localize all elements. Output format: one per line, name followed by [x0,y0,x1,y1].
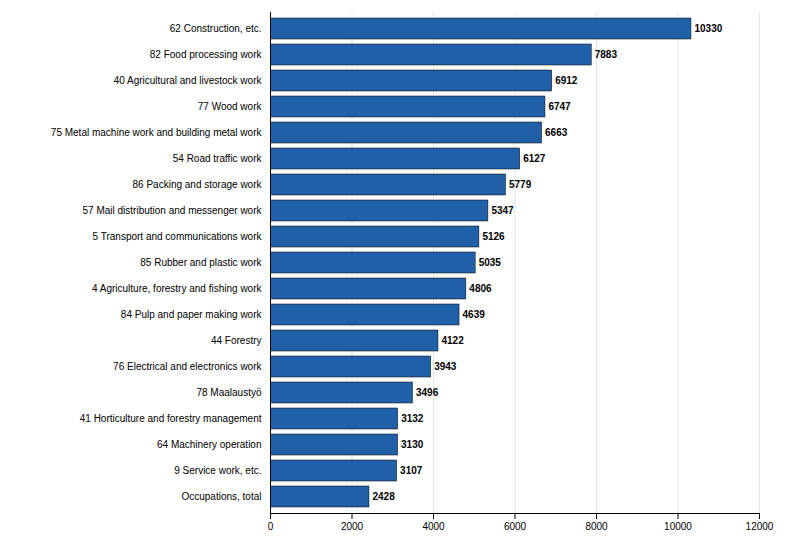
svg-text:3132: 3132 [401,413,424,424]
svg-text:77 Wood work: 77 Wood work [198,101,263,112]
svg-text:40 Agricultural and livestock: 40 Agricultural and livestock work [114,75,263,86]
svg-text:0: 0 [268,521,274,532]
svg-text:6000: 6000 [504,521,527,532]
svg-text:3496: 3496 [416,387,439,398]
svg-text:12000: 12000 [746,521,774,532]
svg-text:57 Mail distribution and messe: 57 Mail distribution and messenger work [83,205,263,216]
svg-text:76 Electrical and electronics: 76 Electrical and electronics work [113,361,262,372]
svg-text:7883: 7883 [595,49,618,60]
svg-text:5 Transport and communications: 5 Transport and communications work [93,231,263,242]
svg-text:75 Metal machine work and buil: 75 Metal machine work and building metal… [51,127,263,138]
svg-text:64 Machinery operation: 64 Machinery operation [157,439,262,450]
svg-text:4000: 4000 [422,521,445,532]
svg-text:10000: 10000 [664,521,692,532]
svg-text:5779: 5779 [509,179,532,190]
svg-text:5126: 5126 [482,231,505,242]
svg-text:41 Horticulture and forestry m: 41 Horticulture and forestry management [80,413,262,424]
svg-text:2000: 2000 [341,521,364,532]
svg-text:6912: 6912 [555,75,578,86]
svg-text:62 Construction, etc.: 62 Construction, etc. [170,23,262,34]
svg-text:6127: 6127 [523,153,546,164]
svg-text:86 Packing and storage work: 86 Packing and storage work [133,179,263,190]
svg-text:84 Pulp and paper making work: 84 Pulp and paper making work [121,309,263,320]
svg-text:4806: 4806 [469,283,492,294]
svg-text:6663: 6663 [545,127,568,138]
svg-text:5347: 5347 [491,205,514,216]
svg-text:8000: 8000 [585,521,608,532]
svg-text:Occupations, total: Occupations, total [181,491,261,502]
svg-text:5035: 5035 [479,257,502,268]
svg-text:85 Rubber and plastic work: 85 Rubber and plastic work [140,257,262,268]
svg-text:2428: 2428 [372,491,395,502]
svg-text:54 Road traffic work: 54 Road traffic work [173,153,263,164]
svg-text:3943: 3943 [434,361,457,372]
svg-text:4122: 4122 [441,335,464,346]
svg-text:4639: 4639 [463,309,486,320]
svg-text:6747: 6747 [548,101,571,112]
svg-text:10330: 10330 [694,23,722,34]
svg-text:44 Forestry: 44 Forestry [211,335,262,346]
svg-text:82 Food processing work: 82 Food processing work [150,49,263,60]
svg-text:3107: 3107 [400,465,423,476]
svg-text:9 Service work, etc.: 9 Service work, etc. [174,465,261,476]
svg-text:3130: 3130 [401,439,424,450]
svg-text:4 Agriculture, forestry and fi: 4 Agriculture, forestry and fishing work [92,283,263,294]
svg-text:78 Maalaustyö: 78 Maalaustyö [196,387,261,398]
